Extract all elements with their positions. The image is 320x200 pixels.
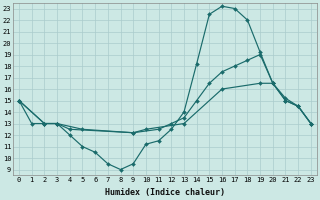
X-axis label: Humidex (Indice chaleur): Humidex (Indice chaleur) — [105, 188, 225, 197]
